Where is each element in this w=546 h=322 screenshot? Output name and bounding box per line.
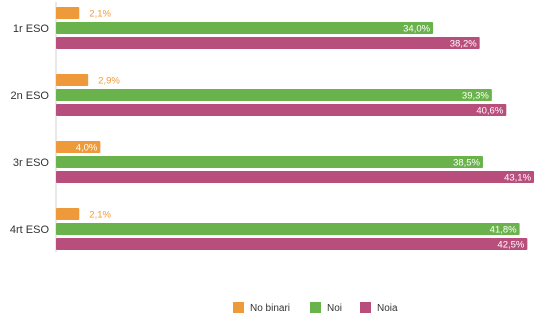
bar — [56, 7, 80, 19]
legend-label: Noi — [327, 303, 342, 314]
legend-label: No binari — [250, 303, 290, 314]
bar — [56, 171, 535, 183]
data-label: 2,9% — [98, 76, 120, 87]
bar — [56, 74, 89, 86]
legend: No binari Noi Noia — [233, 302, 398, 314]
legend-swatch — [360, 302, 371, 313]
bar — [56, 37, 480, 49]
data-label: 43,1% — [504, 173, 531, 184]
legend-label: Noia — [377, 303, 398, 314]
legend-swatch — [310, 302, 321, 313]
data-label: 2,1% — [89, 210, 111, 221]
data-label: 4,0% — [76, 143, 98, 154]
data-label: 38,2% — [450, 39, 477, 50]
category-label: 1r ESO — [13, 23, 50, 35]
bar — [56, 156, 483, 168]
data-label: 34,0% — [403, 24, 430, 35]
data-label: 40,6% — [476, 106, 503, 117]
data-label: 38,5% — [453, 158, 480, 169]
category-label: 3r ESO — [13, 157, 50, 169]
bar — [56, 223, 520, 235]
legend-swatch — [233, 302, 244, 313]
bar — [56, 208, 80, 220]
labels-group: 1r ESO 2,1% 34,0% 38,2% 2n ESO 2,9% 39,3% 40,6%… — [10, 9, 532, 251]
data-label: 42,5% — [497, 240, 524, 251]
data-label: 39,3% — [462, 91, 489, 102]
bar — [56, 141, 101, 153]
data-label: 41,8% — [490, 225, 517, 236]
bar — [56, 238, 528, 250]
bar — [56, 89, 492, 101]
data-label: 2,1% — [89, 9, 111, 20]
category-label: 2n ESO — [10, 90, 49, 102]
bar — [56, 22, 434, 34]
category-label: 4rt ESO — [10, 224, 50, 236]
bars-group — [56, 7, 535, 250]
bar — [56, 104, 507, 116]
